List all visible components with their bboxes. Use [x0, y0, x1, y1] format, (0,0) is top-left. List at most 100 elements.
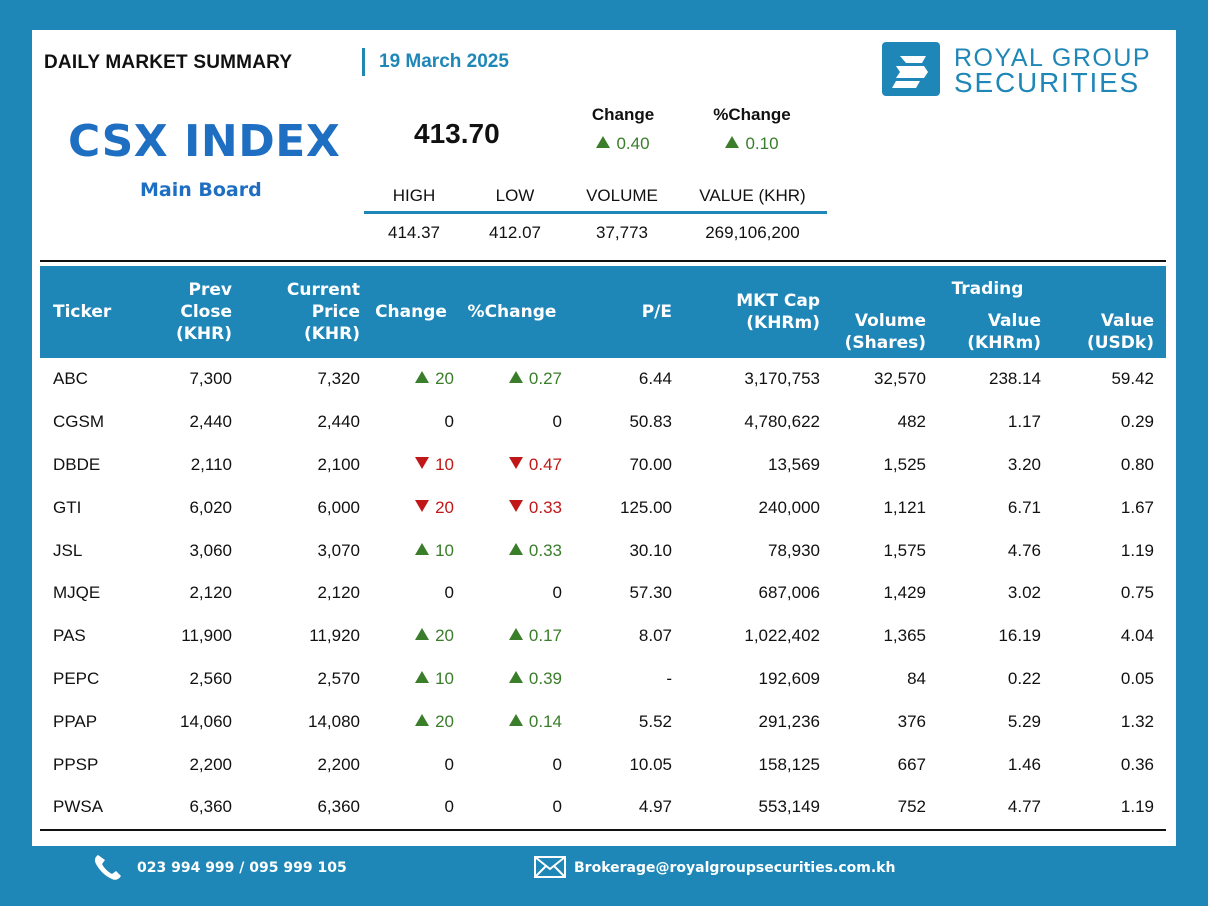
cell-pct-change: 0.27 [458, 358, 566, 401]
index-pct-change-label: %Change [713, 105, 791, 124]
cell-value-khr: 16.19 [998, 626, 1041, 646]
cell-ticker: DBDE [53, 454, 101, 474]
cell-mkt-cap: 4,780,622 [744, 412, 820, 432]
cell-change: 20 [364, 615, 458, 658]
cell-ticker: GTI [53, 497, 82, 517]
footer: 023 994 999 / 095 999 105 Brokerage@roya… [0, 846, 1208, 906]
cell-change: 0 [444, 583, 454, 603]
cell-current-price: 6,360 [236, 785, 364, 831]
cell-ticker: PAS [53, 626, 86, 646]
cell-prev-close: 11,900 [181, 626, 232, 646]
cell-prev-close: 2,440 [189, 412, 232, 432]
table-row: GTI 6,020 6,000 20 0.33 125.00 240,000 1,121 6.7… [40, 486, 1166, 529]
cell-pct-change: 0.39 [458, 658, 566, 701]
phone-icon [94, 855, 121, 880]
table-header-row: Ticker Prev Close (KHR) Current Price (KHR… [40, 266, 1166, 358]
triangle-up-icon [508, 542, 523, 555]
cell-ticker: PEPC [53, 668, 100, 688]
cell-mkt-cap: 553,149 [676, 785, 824, 831]
summary-card: DAILY MARKET SUMMARY 19 March 2025 ROYAL… [32, 30, 1176, 846]
triangle-up-icon [415, 670, 430, 683]
mail-icon [534, 856, 566, 878]
cell-volume: 1,429 [883, 583, 926, 603]
cell-ticker: CGSM [53, 412, 104, 432]
cell-value-khr: 3.20 [1007, 454, 1041, 474]
cell-mkt-cap: 158,125 [758, 754, 820, 774]
logo-icon [882, 42, 940, 96]
cell-pe: 70.00 [629, 454, 672, 474]
triangle-up-icon [415, 628, 430, 641]
cell-current-price: 6,000 [317, 497, 360, 517]
col-trading-value-khr: Trading Value (KHRm) [930, 266, 1045, 358]
stat-value: 37,773 [596, 223, 648, 242]
trading-group-label: Trading [951, 279, 1024, 299]
cell-prev-close: 14,060 [180, 711, 232, 731]
cell-prev-close: 2,120 [189, 583, 232, 603]
cell-change: 0 [444, 754, 454, 774]
table-row: PPSP 2,200 2,200 0 0 10.05 158,125 667 1.46 0.36 [40, 743, 1166, 786]
table-row: DBDE 2,110 2,100 10 0.47 70.00 13,569 1,525 3.20… [40, 444, 1166, 487]
cell-pe: 4.97 [566, 785, 676, 831]
stat-value: 412.07 [489, 223, 541, 242]
cell-volume: 1,121 [883, 497, 926, 517]
cell-current-price: 2,200 [317, 754, 360, 774]
triangle-up-icon [508, 670, 523, 683]
col-prev-close: Prev Close (KHR) [175, 280, 232, 344]
cell-pct-change: 0.33 [458, 486, 566, 529]
cell-current-price: 2,120 [317, 583, 360, 603]
cell-current-price: 3,070 [317, 540, 360, 560]
cell-ticker: PPAP [53, 711, 98, 731]
table-row: PEPC 2,560 2,570 10 0.39 - 192,609 84 0.22 0.05 [40, 658, 1166, 701]
cell-pct-change: 0 [552, 412, 562, 432]
stocks-table: Ticker Prev Close (KHR) Current Price (KHR… [40, 266, 1166, 831]
cell-pe: - [666, 668, 672, 688]
cell-prev-close: 3,060 [189, 540, 232, 560]
index-value: 413.70 [414, 118, 500, 149]
email-address[interactable]: Brokerage@royalgroupsecurities.com.kh [574, 860, 896, 876]
cell-prev-close: 2,110 [190, 454, 232, 474]
cell-value-khr: 1.17 [1007, 412, 1041, 432]
phone-number[interactable]: 023 994 999 / 095 999 105 [137, 860, 347, 876]
cell-volume: 376 [897, 711, 926, 731]
col-pct-change: %Change [467, 302, 557, 322]
table-row: ABC 7,300 7,320 20 0.27 6.44 3,170,753 32,570 23… [40, 358, 1166, 401]
cell-change: 0 [364, 785, 458, 831]
index-change: 0.40 [568, 134, 678, 154]
col-current-price: Current Price (KHR) [286, 280, 360, 344]
cell-mkt-cap: 78,930 [768, 540, 820, 560]
cell-pct-change: 0.33 [458, 529, 566, 572]
cell-ticker: MJQE [53, 583, 101, 603]
stat-header: LOW [495, 186, 535, 205]
table-row: PPAP 14,060 14,080 20 0.14 5.52 291,236 376 5.29… [40, 700, 1166, 743]
cell-volume: 84 [907, 668, 926, 688]
triangle-up-icon [596, 136, 611, 148]
cell-volume: 32,570 [874, 369, 926, 389]
cell-pe: 125.00 [620, 497, 672, 517]
cell-change: 10 [364, 529, 458, 572]
cell-volume: 1,525 [883, 454, 926, 474]
table-row: PAS 11,900 11,920 20 0.17 8.07 1,022,402 1,365 1… [40, 615, 1166, 658]
triangle-up-icon [508, 371, 523, 384]
cell-volume: 752 [824, 785, 930, 831]
cell-pe: 57.30 [629, 583, 672, 603]
cell-pct-change: 0.47 [458, 444, 566, 487]
cell-value-khr: 238.14 [989, 369, 1041, 389]
triangle-up-icon [415, 542, 430, 555]
triangle-up-icon [415, 713, 430, 726]
col-volume: Volume (Shares) [844, 311, 926, 353]
cell-change: 20 [364, 700, 458, 743]
cell-mkt-cap: 291,236 [758, 711, 820, 731]
cell-value-usd: 0.75 [1120, 583, 1154, 603]
table-row: MJQE 2,120 2,120 0 0 57.30 687,006 1,429 3.02 0.7… [40, 572, 1166, 615]
triangle-up-icon [415, 371, 430, 384]
cell-prev-close: 2,560 [189, 668, 232, 688]
logo-line-2: SECURITIES [954, 67, 1141, 98]
col-ticker: Ticker [53, 302, 112, 322]
cell-current-price: 14,080 [308, 711, 360, 731]
section-divider [40, 260, 1166, 262]
page-title: DAILY MARKET SUMMARY [44, 52, 293, 73]
col-pe: P/E [641, 302, 672, 322]
cell-value-khr: 5.29 [1007, 711, 1041, 731]
cell-volume: 1,365 [883, 626, 926, 646]
triangle-up-icon [725, 136, 740, 148]
